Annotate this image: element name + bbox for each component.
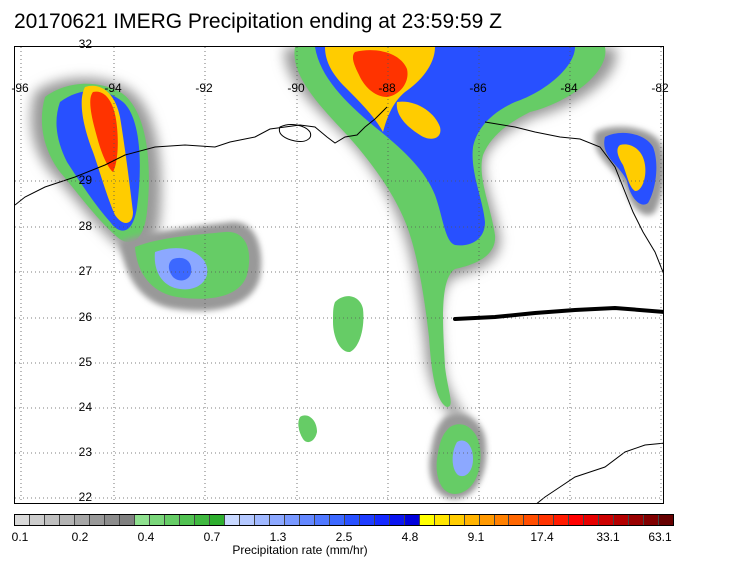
colorbar-cell <box>89 515 105 525</box>
colorbar-cell <box>434 515 450 525</box>
colorbar-cell <box>269 515 285 525</box>
colorbar-tick-label: 4.8 <box>401 530 419 544</box>
colorbar-cell <box>374 515 390 525</box>
longitude-label: -94 <box>104 81 122 95</box>
colorbar-cell <box>194 515 210 525</box>
longitude-label: -88 <box>378 81 396 95</box>
colorbar-cell <box>149 515 165 525</box>
latitude-label: 32 <box>78 37 92 51</box>
precipitation-map <box>14 46 664 504</box>
colorbar-cell <box>644 515 660 525</box>
colorbar-cell <box>299 515 315 525</box>
longitude-label: -86 <box>469 81 487 95</box>
longitude-label: -82 <box>651 81 669 95</box>
colorbar-cell <box>239 515 255 525</box>
colorbar-cell <box>419 515 435 525</box>
colorbar-tick-label: 0.7 <box>203 530 221 544</box>
latitude-label: 25 <box>78 355 92 369</box>
longitude-label: -96 <box>11 81 29 95</box>
colorbar-cell <box>599 515 615 525</box>
colorbar-cell <box>509 515 525 525</box>
colorbar-cell <box>659 515 674 525</box>
colorbar-cell <box>179 515 195 525</box>
colorbar-tick-label: 63.1 <box>648 530 672 544</box>
coastline-south <box>536 442 663 503</box>
colorbar-tick-label: 0.4 <box>137 530 155 544</box>
colorbar-cell <box>134 515 150 525</box>
colorbar-cell <box>554 515 570 525</box>
colorbar-cell <box>44 515 60 525</box>
colorbar-cell <box>104 515 120 525</box>
latitude-label: 26 <box>78 310 92 324</box>
colorbar-cell <box>539 515 555 525</box>
colorbar <box>14 514 674 526</box>
map-canvas <box>15 47 663 503</box>
latitude-label: 28 <box>78 219 92 233</box>
colorbar-cell <box>389 515 405 525</box>
colorbar-cell <box>119 515 135 525</box>
colorbar-cell <box>614 515 630 525</box>
colorbar-cell <box>584 515 600 525</box>
colorbar-cell <box>344 515 360 525</box>
longitude-label: -90 <box>287 81 305 95</box>
storm-track-line <box>453 305 663 321</box>
colorbar-cell <box>15 515 30 525</box>
colorbar-tick-label: 2.5 <box>335 530 353 544</box>
colorbar-tick-label: 9.1 <box>467 530 485 544</box>
colorbar-cell <box>284 515 300 525</box>
precip-field-east <box>594 126 663 216</box>
longitude-label: -92 <box>195 81 213 95</box>
colorbar-cell <box>629 515 645 525</box>
colorbar-cell <box>524 515 540 525</box>
precip-field-west <box>31 77 162 256</box>
colorbar-tick-label: 1.3 <box>269 530 287 544</box>
colorbar-cell <box>569 515 585 525</box>
colorbar-cell <box>59 515 75 525</box>
colorbar-cell <box>464 515 480 525</box>
colorbar-cell <box>209 515 225 525</box>
colorbar-title: Precipitation rate (mm/hr) <box>232 543 368 557</box>
precip-field-cell-27n <box>120 221 262 311</box>
colorbar-cell <box>449 515 465 525</box>
colorbar-tick-label: 33.1 <box>596 530 620 544</box>
graticule <box>15 47 663 503</box>
colorbar-tick-label: 0.1 <box>11 530 29 544</box>
colorbar-cell <box>359 515 375 525</box>
latitude-label: 27 <box>78 264 92 278</box>
colorbar-tick-label: 0.2 <box>71 530 89 544</box>
latitude-label: 23 <box>78 445 92 459</box>
latitude-label: 29 <box>78 173 92 187</box>
precip-field-central <box>284 47 617 420</box>
longitude-label: -84 <box>560 81 578 95</box>
colorbar-cell <box>329 515 345 525</box>
coastline-island <box>278 124 312 142</box>
colorbar-tick-label: 17.4 <box>530 530 554 544</box>
colorbar-cell <box>404 515 420 525</box>
colorbar-cell <box>479 515 495 525</box>
colorbar-cell <box>224 515 240 525</box>
colorbar-cell <box>254 515 270 525</box>
page-title: 20170621 IMERG Precipitation ending at 2… <box>14 10 502 33</box>
latitude-label: 22 <box>78 490 92 504</box>
coastline <box>15 106 663 274</box>
colorbar-cell <box>29 515 45 525</box>
precip-field-south <box>298 296 487 499</box>
colorbar-cell <box>494 515 510 525</box>
colorbar-cell <box>74 515 90 525</box>
latitude-label: 24 <box>78 400 92 414</box>
colorbar-cell <box>314 515 330 525</box>
colorbar-cell <box>164 515 180 525</box>
